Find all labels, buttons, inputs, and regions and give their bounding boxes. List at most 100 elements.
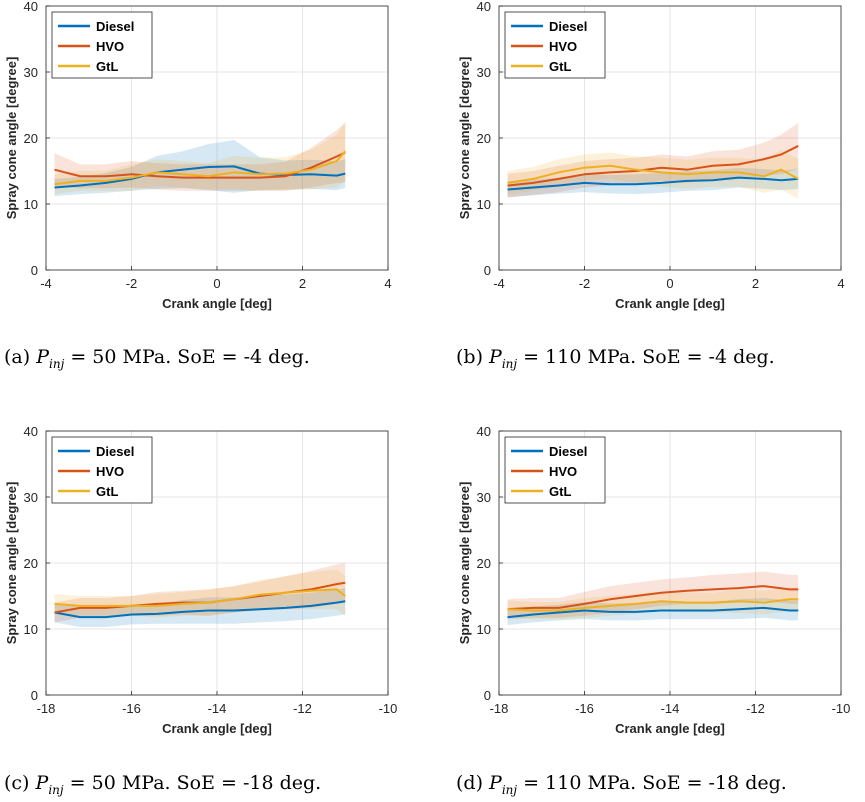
y-tick-label: 30 bbox=[477, 65, 491, 80]
caption-variable: P bbox=[36, 346, 49, 368]
legend-label-hvo: HVO bbox=[549, 39, 577, 54]
legend-label-hvo: HVO bbox=[549, 464, 577, 479]
y-tick-label: 30 bbox=[24, 490, 38, 505]
caption-a: (a) Pinj = 50 MPa. SoE = -4 deg. bbox=[4, 346, 310, 371]
x-tick-label: -10 bbox=[379, 701, 398, 716]
series-line-hvo bbox=[54, 151, 346, 179]
x-tick-label: -14 bbox=[661, 701, 680, 716]
caption-subscript: inj bbox=[48, 782, 64, 797]
x-axis-label: Crank angle [deg] bbox=[162, 296, 272, 311]
caption-variable: P bbox=[489, 772, 502, 794]
series-line-diesel bbox=[507, 606, 799, 619]
x-tick-label: -18 bbox=[37, 701, 56, 716]
x-tick-label: 4 bbox=[837, 276, 844, 291]
y-tick-label: 30 bbox=[24, 65, 38, 80]
x-tick-label: -2 bbox=[126, 276, 138, 291]
caption-label: (a) bbox=[4, 346, 31, 368]
x-tick-label: -12 bbox=[293, 701, 312, 716]
x-tick-label: 2 bbox=[299, 276, 306, 291]
series-line-diesel bbox=[54, 165, 346, 189]
legend-label-hvo: HVO bbox=[96, 464, 124, 479]
chart-panel-d: -18 -16 -14 -12 -10 0 10 20 30 40 Crank angle [deg… bbox=[453, 424, 865, 745]
y-tick-label: 0 bbox=[31, 688, 38, 703]
legend-label-gtl: GtL bbox=[96, 59, 118, 74]
caption-label: (d) bbox=[456, 772, 483, 794]
caption-c: (c) Pinj = 50 MPa. SoE = -18 deg. bbox=[4, 772, 321, 797]
caption-d: (d) Pinj = 110 MPa. SoE = -18 deg. bbox=[456, 772, 787, 797]
chart-panel-c: -18 -16 -14 -12 -10 0 10 20 30 40 Crank angle [deg… bbox=[0, 424, 420, 745]
caption-text: = 110 MPa. SoE = -4 deg. bbox=[517, 346, 775, 368]
caption-text: = 110 MPa. SoE = -18 deg. bbox=[517, 772, 787, 794]
caption-text: = 50 MPa. SoE = -18 deg. bbox=[63, 772, 322, 794]
series-line-gtl bbox=[54, 150, 347, 186]
legend-label-diesel: Diesel bbox=[549, 19, 587, 34]
caption-subscript: inj bbox=[501, 356, 518, 371]
y-tick-label: 0 bbox=[484, 688, 491, 703]
band-hvo bbox=[507, 571, 799, 620]
series-line-hvo bbox=[507, 145, 799, 187]
y-tick-label: 10 bbox=[477, 622, 491, 637]
y-tick-label: 10 bbox=[24, 197, 38, 212]
x-tick-label: 0 bbox=[213, 276, 220, 291]
series-line-gtl bbox=[507, 164, 799, 184]
legend-label-diesel: Diesel bbox=[96, 444, 134, 459]
caption-subscript: inj bbox=[49, 356, 65, 371]
legend-label-hvo: HVO bbox=[96, 39, 124, 54]
chart-panel-b: -4 -2 0 2 4 0 10 20 30 40 Crank angle [deg] Spray c… bbox=[453, 0, 865, 320]
y-tick-label: 40 bbox=[24, 424, 38, 439]
caption-label: (c) bbox=[4, 772, 30, 794]
x-tick-label: 2 bbox=[752, 276, 759, 291]
y-tick-label: 20 bbox=[24, 131, 38, 146]
legend-label-gtl: GtL bbox=[549, 484, 571, 499]
legend-label-diesel: Diesel bbox=[96, 19, 134, 34]
y-tick-label: 40 bbox=[24, 0, 38, 14]
x-tick-label: 0 bbox=[666, 276, 673, 291]
x-tick-label: -16 bbox=[575, 701, 594, 716]
series-line-gtl bbox=[507, 598, 799, 612]
legend-label-diesel: Diesel bbox=[549, 444, 587, 459]
x-axis-label: Crank angle [deg] bbox=[615, 721, 725, 736]
legend-label-gtl: GtL bbox=[549, 59, 571, 74]
series-line-gtl bbox=[54, 588, 346, 607]
y-tick-label: 20 bbox=[477, 556, 491, 571]
y-axis-label: Spray cone angle [degree] bbox=[4, 482, 19, 645]
y-axis-label: Spray cone angle [degree] bbox=[457, 57, 472, 220]
x-axis-label: Crank angle [deg] bbox=[162, 721, 272, 736]
chart-svg-c: -18 -16 -14 -12 -10 0 10 20 30 40 Crank angle [deg… bbox=[4, 424, 398, 736]
y-tick-label: 10 bbox=[24, 622, 38, 637]
caption-variable: P bbox=[489, 346, 502, 368]
y-tick-label: 40 bbox=[477, 0, 491, 14]
x-tick-label: 4 bbox=[384, 276, 391, 291]
caption-variable: P bbox=[35, 772, 49, 794]
x-tick-label: -10 bbox=[832, 701, 851, 716]
x-tick-label: -4 bbox=[493, 276, 505, 291]
x-tick-label: -2 bbox=[579, 276, 591, 291]
y-tick-label: 10 bbox=[477, 197, 491, 212]
x-tick-label: -16 bbox=[122, 701, 141, 716]
x-axis-label: Crank angle [deg] bbox=[615, 296, 725, 311]
band-diesel bbox=[54, 588, 346, 628]
chart-panel-a: -4 -2 0 2 4 0 10 20 30 40 Crank angle [deg] Spray c… bbox=[0, 0, 420, 320]
series-line-diesel bbox=[507, 176, 799, 191]
x-tick-label: -18 bbox=[490, 701, 509, 716]
y-axis-label: Spray cone angle [degree] bbox=[4, 57, 19, 220]
y-axis-label: Spray cone angle [degree] bbox=[457, 482, 472, 645]
caption-text: = 50 MPa. SoE = -4 deg. bbox=[64, 346, 310, 368]
legend-label-gtl: GtL bbox=[96, 484, 118, 499]
caption-label: (b) bbox=[456, 346, 483, 368]
caption-b: (b) Pinj = 110 MPa. SoE = -4 deg. bbox=[456, 346, 775, 371]
band-gtl bbox=[507, 149, 799, 199]
y-tick-label: 20 bbox=[24, 556, 38, 571]
y-tick-label: 0 bbox=[31, 263, 38, 278]
x-tick-label: -12 bbox=[746, 701, 765, 716]
chart-svg-d: -18 -16 -14 -12 -10 0 10 20 30 40 Crank angle [deg… bbox=[457, 424, 851, 736]
y-tick-label: 0 bbox=[484, 263, 491, 278]
caption-subscript: inj bbox=[501, 782, 518, 797]
x-tick-label: -14 bbox=[208, 701, 227, 716]
y-tick-label: 40 bbox=[477, 424, 491, 439]
y-tick-label: 20 bbox=[477, 131, 491, 146]
x-tick-label: -4 bbox=[40, 276, 52, 291]
series-line-diesel bbox=[54, 600, 346, 619]
